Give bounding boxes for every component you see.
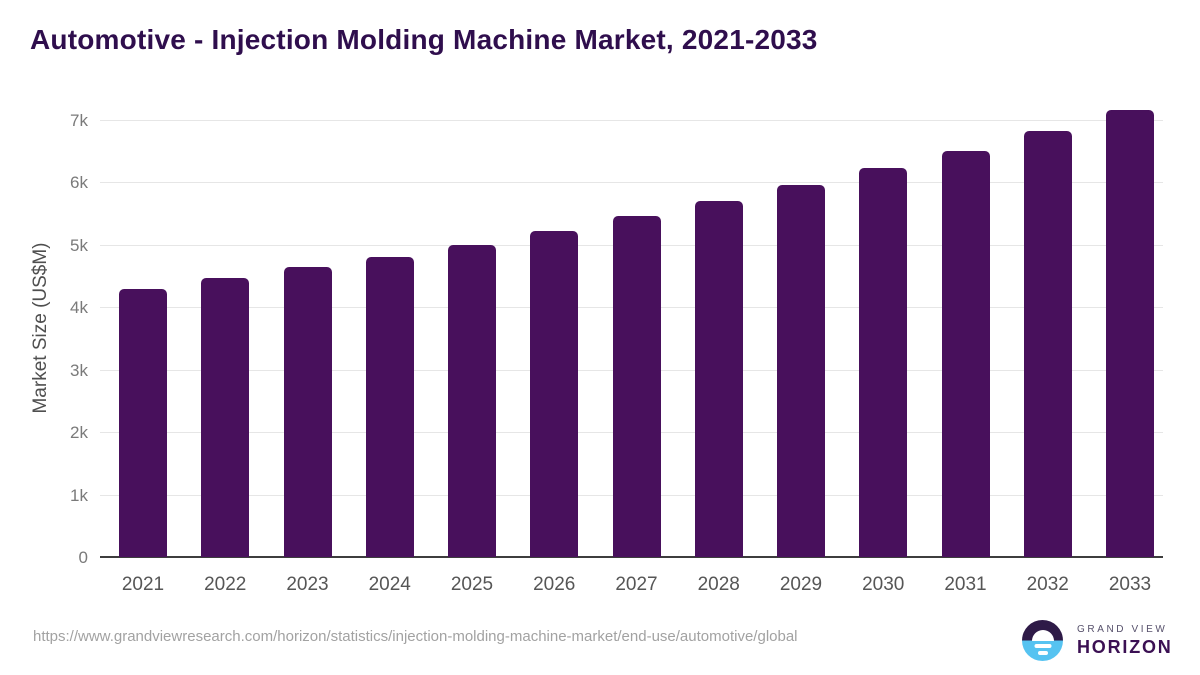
x-axis-baseline bbox=[100, 556, 1163, 558]
bar-2032[interactable] bbox=[1023, 130, 1072, 557]
bar-2027[interactable] bbox=[612, 216, 661, 557]
bar-2023[interactable] bbox=[283, 267, 332, 557]
gridline bbox=[100, 182, 1163, 183]
x-axis-label: 2029 bbox=[779, 574, 823, 595]
bar-2029[interactable] bbox=[777, 185, 825, 557]
sun-reflection-bar bbox=[1037, 651, 1048, 655]
logo-product-line: HORIZON bbox=[1077, 636, 1173, 657]
y-tick-label: 1k bbox=[70, 485, 88, 505]
bar-2033[interactable] bbox=[1106, 110, 1154, 557]
y-tick-label: 7k bbox=[70, 110, 88, 130]
logo-brand-line: GRAND VIEW bbox=[1077, 623, 1168, 635]
x-axis-label: 2027 bbox=[615, 574, 658, 595]
y-tick-label: 4k bbox=[70, 298, 88, 317]
logo-text: GRAND VIEW HORIZON bbox=[1077, 624, 1173, 658]
y-tick-label: 5k bbox=[70, 235, 88, 255]
bar-2022[interactable] bbox=[201, 277, 250, 557]
x-axis-label: 2031 bbox=[944, 574, 987, 595]
x-axis-label: 2024 bbox=[368, 574, 411, 595]
source-url: https://www.grandviewresearch.com/horizo… bbox=[33, 628, 798, 645]
bar-2024[interactable] bbox=[365, 257, 414, 557]
x-axis-label: 2026 bbox=[533, 574, 576, 595]
x-axis-label: 2025 bbox=[450, 574, 494, 595]
y-tick-label: 2k bbox=[70, 423, 88, 442]
horizon-sun-logo-icon bbox=[1022, 620, 1063, 661]
grand-view-horizon-logo: GRAND VIEW HORIZON bbox=[1022, 620, 1173, 661]
x-axis-label: 2032 bbox=[1026, 574, 1069, 595]
sun-reflection-bar bbox=[1034, 644, 1051, 648]
x-axis-label: 2023 bbox=[286, 574, 329, 595]
gridline bbox=[100, 119, 1163, 121]
y-axis-title: Market Size (US$M) bbox=[30, 242, 51, 414]
bar-2030[interactable] bbox=[859, 168, 908, 557]
y-tick-label: 3k bbox=[70, 360, 88, 380]
bar-2021[interactable] bbox=[119, 288, 167, 557]
y-tick-label: 6k bbox=[70, 173, 88, 192]
x-axis-label: 2022 bbox=[204, 574, 247, 595]
x-axis-label: 2021 bbox=[121, 574, 165, 595]
plot-area: 0 1k 2k 3k 4k 5k 6k 7k 2021 2022 2023 2024 2025 2026 2… bbox=[70, 98, 1163, 595]
bar-2025[interactable] bbox=[448, 244, 496, 557]
sun-dome-shape bbox=[1031, 629, 1054, 641]
bar-2028[interactable] bbox=[694, 201, 743, 557]
chart-title: Automotive - Injection Molding Machine M… bbox=[30, 24, 818, 55]
bar-2026[interactable] bbox=[530, 230, 579, 557]
x-axis-label: 2030 bbox=[862, 574, 905, 595]
x-axis-label: 2033 bbox=[1108, 574, 1152, 595]
bar-2031[interactable] bbox=[941, 150, 990, 557]
y-tick-label: 0 bbox=[78, 548, 88, 567]
x-axis-label: 2028 bbox=[697, 574, 740, 595]
